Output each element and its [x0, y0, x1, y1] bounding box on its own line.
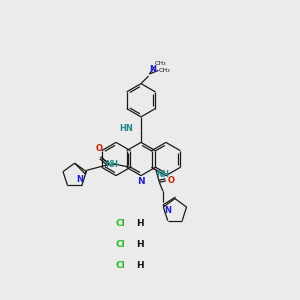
- Text: N: N: [137, 177, 145, 186]
- Text: N: N: [77, 176, 84, 184]
- Text: Cl: Cl: [116, 240, 125, 249]
- Text: NH: NH: [105, 160, 118, 169]
- Text: HN: HN: [120, 124, 134, 133]
- Text: CH₃: CH₃: [159, 68, 171, 73]
- Text: Cl: Cl: [116, 261, 125, 270]
- Text: CH₃: CH₃: [155, 61, 167, 66]
- Text: O: O: [96, 144, 103, 153]
- Text: O: O: [168, 176, 175, 185]
- Text: H: H: [136, 219, 144, 228]
- Text: NH: NH: [156, 170, 169, 179]
- Text: N: N: [164, 206, 171, 215]
- Text: H: H: [136, 261, 144, 270]
- Text: N: N: [149, 65, 156, 74]
- Text: Cl: Cl: [116, 219, 125, 228]
- Text: H: H: [136, 240, 144, 249]
